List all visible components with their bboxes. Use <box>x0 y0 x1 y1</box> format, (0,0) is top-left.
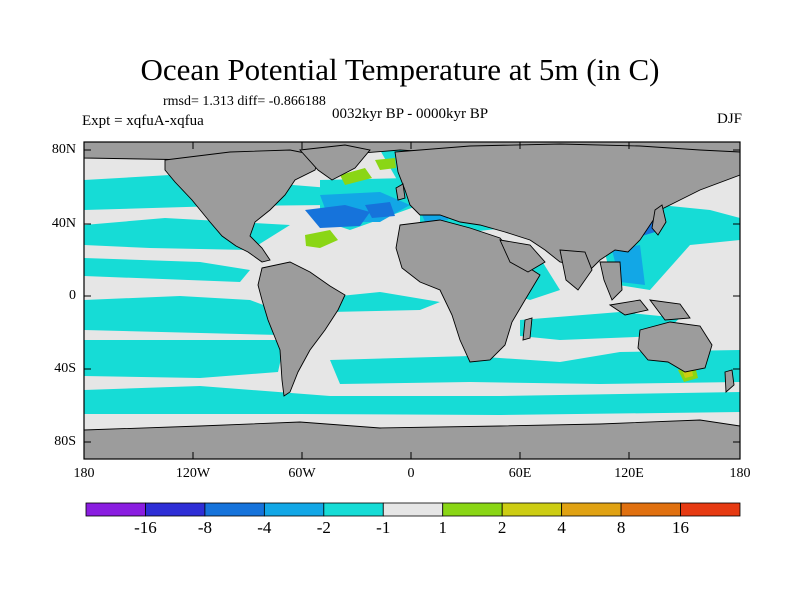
colorbar-swatch <box>561 502 622 517</box>
stats-label: rmsd= 1.313 diff= -0.866188 <box>163 94 326 109</box>
colorbar-swatch <box>382 502 444 517</box>
experiment-label: Expt = xqfuA-xqfua <box>82 113 204 129</box>
lat-label-0: 0 <box>69 288 76 303</box>
lon-label-120e: 120E <box>614 466 644 481</box>
colorbar-swatch <box>323 502 384 517</box>
colorbar-label: -16 <box>134 518 157 537</box>
lon-label-120w: 120W <box>175 466 211 481</box>
colorbar-swatch <box>145 502 206 517</box>
lat-label-40n: 40N <box>51 216 76 231</box>
colorbar <box>85 502 741 517</box>
axis-ticks <box>83 142 741 459</box>
colorbar-swatch <box>263 502 325 517</box>
colorbar-label: -1 <box>376 518 391 537</box>
colorbar-label: -8 <box>197 518 212 537</box>
map-area <box>84 142 740 459</box>
lon-label-0: 0 <box>407 466 415 481</box>
season-label: DJF <box>716 111 742 127</box>
lat-label-80n: 80N <box>51 142 76 157</box>
land-masses <box>84 142 740 459</box>
lon-label-180e: 180 <box>729 466 751 481</box>
colorbar-label: -4 <box>257 518 272 537</box>
lon-label-60w: 60W <box>288 466 316 481</box>
map-frame <box>83 141 741 460</box>
colorbar-swatch <box>620 502 681 517</box>
lat-label-40s: 40S <box>54 361 76 376</box>
lon-label-60e: 60E <box>508 466 532 481</box>
period-label: 0032kyr BP - 0000kyr BP <box>331 106 489 122</box>
colorbar-swatch <box>85 502 146 517</box>
lon-label-180w: 180 <box>73 466 95 481</box>
colorbar-label: 4 <box>557 518 566 537</box>
colorbar-label: 1 <box>438 518 447 537</box>
colorbar-label: 16 <box>672 518 690 537</box>
colorbar-swatch <box>680 502 741 517</box>
chart-title: Ocean Potential Temperature at 5m (in C) <box>140 52 660 87</box>
colorbar-swatch <box>442 502 503 517</box>
colorbar-swatch <box>204 502 265 517</box>
colorbar-label: 8 <box>616 518 626 537</box>
lat-label-80s: 80S <box>54 434 76 449</box>
colorbar-label: 2 <box>497 518 507 537</box>
colorbar-label: -2 <box>316 518 331 537</box>
colorbar-swatch <box>501 502 563 517</box>
